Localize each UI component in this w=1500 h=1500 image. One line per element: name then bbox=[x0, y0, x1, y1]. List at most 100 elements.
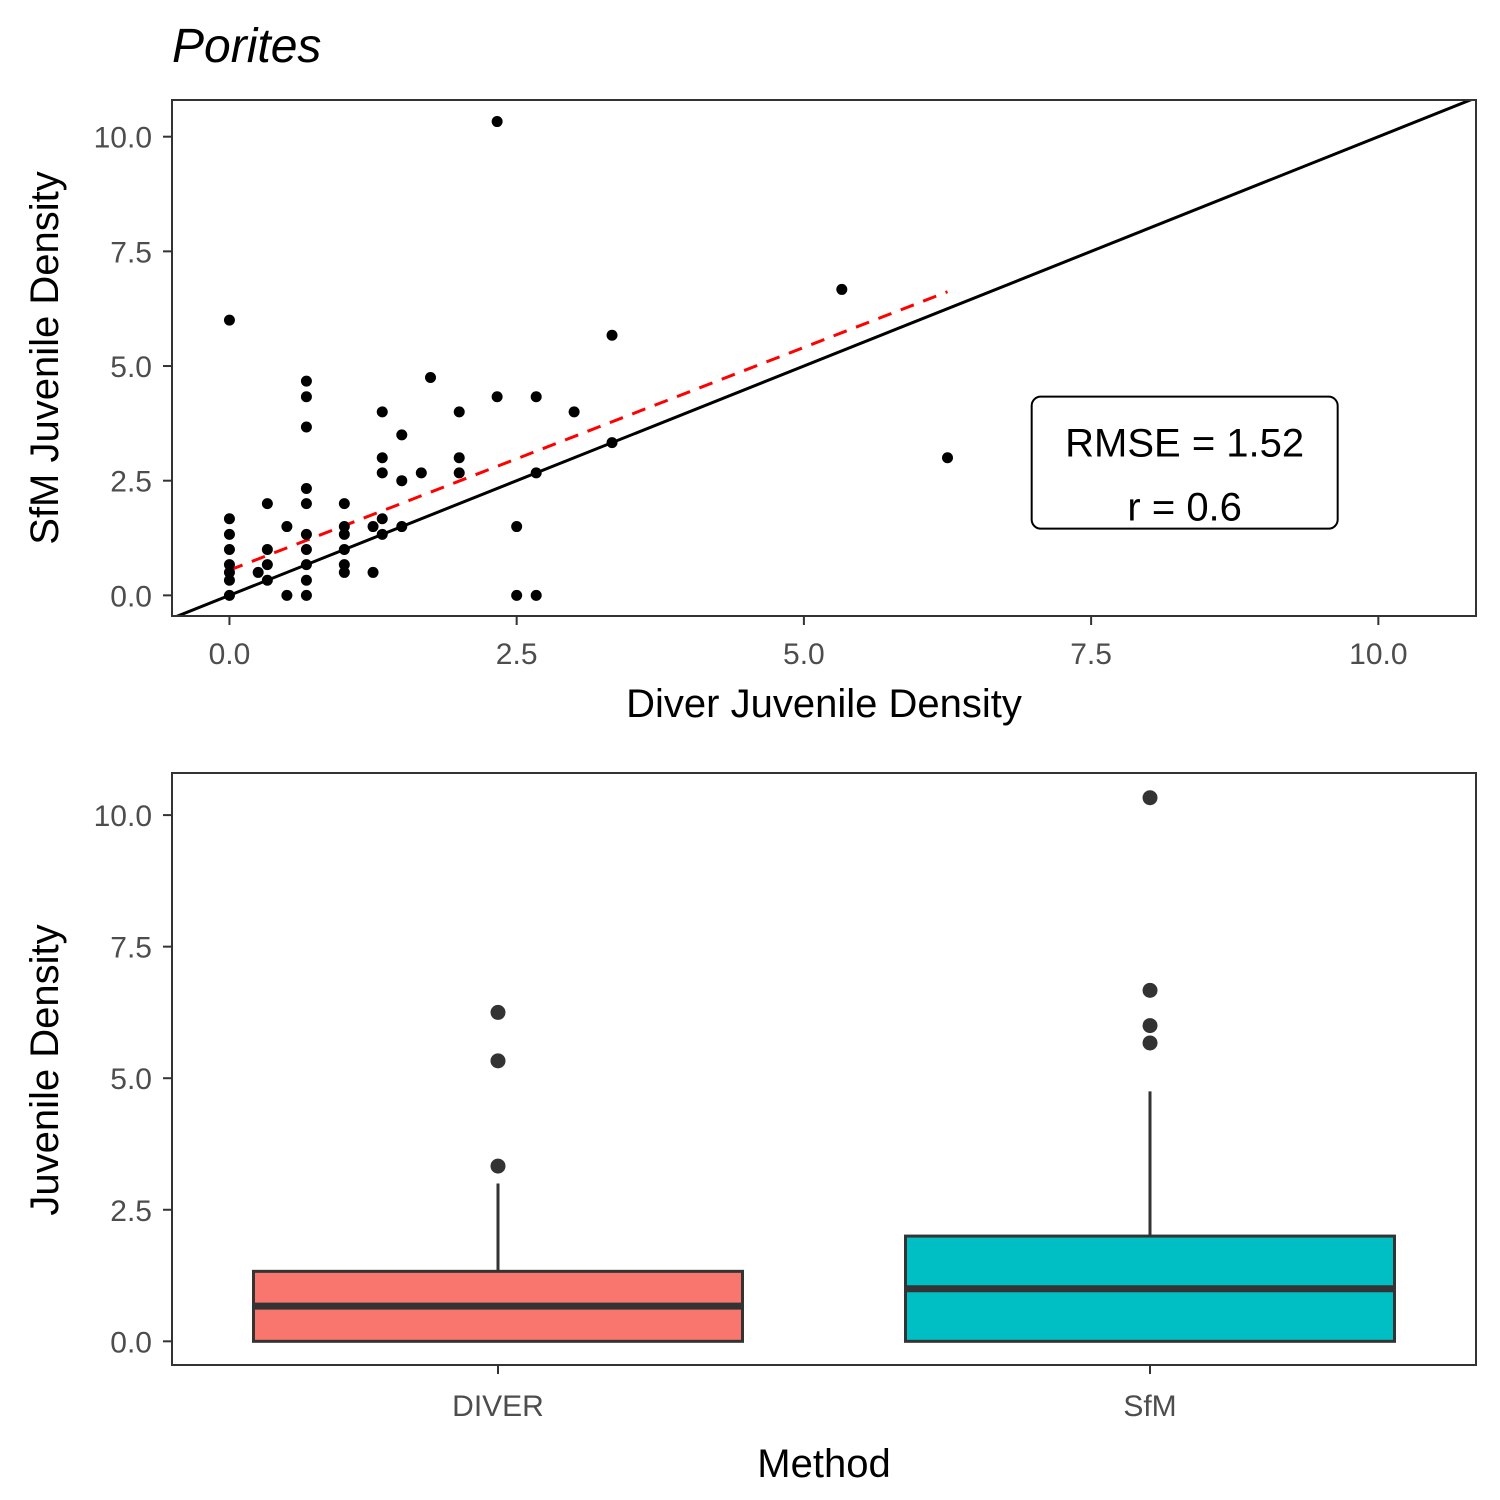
data-point bbox=[338, 528, 350, 540]
scatter-panel-border bbox=[171, 99, 1477, 617]
boxplot-y-axis-title: Juvenile Density bbox=[23, 924, 67, 1215]
outlier-point bbox=[490, 1004, 506, 1020]
scatter-lines bbox=[173, 100, 1475, 616]
data-point bbox=[415, 467, 427, 479]
y-tick-label: 2.5 bbox=[110, 1195, 152, 1228]
x-tick-label: 7.5 bbox=[1070, 638, 1112, 671]
data-point bbox=[836, 283, 848, 295]
y-tick-label: 0.0 bbox=[110, 1326, 152, 1359]
data-point bbox=[338, 521, 350, 533]
data-point bbox=[376, 528, 388, 540]
rmse-label: RMSE = 1.52 bbox=[1065, 422, 1304, 466]
outlier-point bbox=[1142, 1035, 1158, 1051]
data-point bbox=[530, 391, 542, 403]
boxplot-plot-area bbox=[171, 772, 1477, 1366]
regression-fit-line bbox=[228, 290, 949, 572]
data-point bbox=[338, 543, 350, 555]
data-point bbox=[223, 528, 235, 540]
data-point bbox=[511, 521, 523, 533]
data-point bbox=[300, 498, 312, 510]
data-point bbox=[491, 391, 503, 403]
scatter-y-axis: 0.0 2.5 5.0 7.5 10.0 bbox=[94, 122, 172, 613]
data-point bbox=[300, 391, 312, 403]
data-point bbox=[376, 513, 388, 525]
y-tick-label: 7.5 bbox=[110, 932, 152, 965]
data-point bbox=[223, 543, 235, 555]
data-point bbox=[300, 421, 312, 433]
data-point bbox=[281, 589, 293, 601]
data-point bbox=[300, 559, 312, 571]
data-point bbox=[606, 437, 618, 449]
data-point bbox=[300, 574, 312, 586]
category-label: DIVER bbox=[452, 1390, 544, 1423]
data-point bbox=[425, 371, 437, 383]
data-point bbox=[223, 513, 235, 525]
outlier-point bbox=[490, 1053, 506, 1069]
outlier-point bbox=[1142, 790, 1158, 806]
data-point bbox=[491, 116, 503, 128]
figure-title: Porites bbox=[172, 20, 321, 73]
scatter-x-axis: 0.0 2.5 5.0 7.5 10.0 bbox=[209, 616, 1408, 671]
data-point bbox=[338, 566, 350, 578]
box-sfm bbox=[904, 790, 1396, 1343]
y-tick-label: 7.5 bbox=[110, 236, 152, 269]
data-point bbox=[223, 559, 235, 571]
data-point bbox=[300, 543, 312, 555]
data-point bbox=[511, 589, 523, 601]
boxplot-y-axis: 0.0 2.5 5.0 7.5 10.0 bbox=[94, 800, 172, 1359]
data-point bbox=[453, 406, 465, 418]
correlation-label: r = 0.6 bbox=[1127, 486, 1242, 530]
outlier-point bbox=[1142, 982, 1158, 998]
data-point bbox=[530, 467, 542, 479]
y-tick-label: 10.0 bbox=[94, 122, 152, 155]
outlier-point bbox=[1142, 1018, 1158, 1034]
y-tick-label: 2.5 bbox=[110, 466, 152, 499]
data-point bbox=[376, 406, 388, 418]
data-point bbox=[261, 559, 273, 571]
data-point bbox=[338, 559, 350, 571]
data-point bbox=[396, 521, 408, 533]
data-point bbox=[338, 498, 350, 510]
data-point bbox=[530, 589, 542, 601]
data-point bbox=[453, 452, 465, 464]
scatter-y-axis-title: SfM Juvenile Density bbox=[23, 171, 67, 544]
data-point bbox=[300, 375, 312, 387]
x-tick-label: 5.0 bbox=[783, 638, 825, 671]
data-point bbox=[453, 467, 465, 479]
x-tick-label: 10.0 bbox=[1349, 638, 1407, 671]
data-point bbox=[300, 528, 312, 540]
x-tick-label: 0.0 bbox=[209, 638, 251, 671]
scatter-plot-area: RMSE = 1.52 r = 0.6 bbox=[171, 99, 1477, 617]
boxplot-panel-border bbox=[171, 772, 1477, 1366]
data-point bbox=[367, 566, 379, 578]
box-diver bbox=[252, 1004, 744, 1343]
annotation-box bbox=[1030, 395, 1339, 530]
scatter-panel: RMSE = 1.52 r = 0.6 0.0 2.5 5.0 7.5 10.0 0.0 2… bbox=[23, 99, 1477, 726]
data-point bbox=[261, 543, 273, 555]
data-point bbox=[223, 566, 235, 578]
data-point bbox=[376, 452, 388, 464]
data-point bbox=[606, 329, 618, 341]
identity-line bbox=[173, 100, 1475, 616]
data-point bbox=[223, 589, 235, 601]
data-point bbox=[300, 589, 312, 601]
data-point bbox=[396, 429, 408, 441]
data-point bbox=[223, 314, 235, 326]
boxplot-x-axis-title: Method bbox=[757, 1442, 890, 1486]
data-point bbox=[568, 406, 580, 418]
scatter-x-axis-title: Diver Juvenile Density bbox=[626, 682, 1022, 726]
y-tick-label: 0.0 bbox=[110, 580, 152, 613]
data-point bbox=[261, 574, 273, 586]
data-point bbox=[300, 482, 312, 494]
y-tick-label: 5.0 bbox=[110, 1063, 152, 1096]
data-point bbox=[942, 452, 954, 464]
scatter-points bbox=[223, 116, 954, 601]
data-point bbox=[252, 566, 264, 578]
boxplot-panel: DIVER SfM 0.0 2.5 5.0 7.5 10.0 Method Juvenil… bbox=[23, 772, 1477, 1486]
data-point bbox=[376, 467, 388, 479]
category-label: SfM bbox=[1123, 1390, 1176, 1423]
data-point bbox=[367, 521, 379, 533]
outlier-point bbox=[490, 1158, 506, 1174]
data-point bbox=[261, 498, 273, 510]
